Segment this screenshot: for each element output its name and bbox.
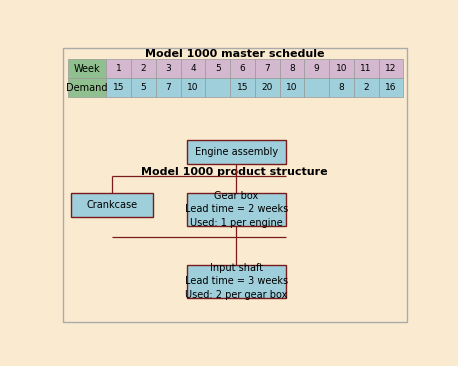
Text: Demand: Demand: [66, 83, 108, 93]
Text: 10: 10: [187, 83, 199, 92]
FancyBboxPatch shape: [71, 193, 153, 217]
FancyBboxPatch shape: [63, 48, 407, 321]
Text: 9: 9: [314, 64, 320, 73]
Text: Week: Week: [74, 64, 100, 74]
Text: 10: 10: [286, 83, 298, 92]
Text: 8: 8: [338, 83, 344, 92]
Text: 15: 15: [113, 83, 125, 92]
FancyBboxPatch shape: [180, 59, 205, 78]
FancyBboxPatch shape: [329, 59, 354, 78]
FancyBboxPatch shape: [304, 78, 329, 97]
FancyBboxPatch shape: [379, 78, 403, 97]
FancyBboxPatch shape: [187, 265, 286, 298]
Text: 7: 7: [165, 83, 171, 92]
FancyBboxPatch shape: [131, 78, 156, 97]
Text: 15: 15: [237, 83, 248, 92]
FancyBboxPatch shape: [354, 59, 379, 78]
FancyBboxPatch shape: [187, 140, 286, 164]
Text: Engine assembly: Engine assembly: [195, 147, 278, 157]
FancyBboxPatch shape: [131, 59, 156, 78]
FancyBboxPatch shape: [187, 193, 286, 226]
Text: 8: 8: [289, 64, 295, 73]
FancyBboxPatch shape: [106, 59, 131, 78]
Text: 1: 1: [116, 64, 121, 73]
Text: 5: 5: [141, 83, 146, 92]
FancyBboxPatch shape: [304, 59, 329, 78]
Text: 3: 3: [165, 64, 171, 73]
Text: 12: 12: [385, 64, 397, 73]
Text: 10: 10: [336, 64, 347, 73]
FancyBboxPatch shape: [329, 78, 354, 97]
FancyBboxPatch shape: [279, 59, 304, 78]
Text: Gear box
Lead time = 2 weeks
Used: 1 per engine: Gear box Lead time = 2 weeks Used: 1 per…: [185, 191, 288, 228]
Text: Input shaft
Lead time = 3 weeks
Used: 2 per gear box: Input shaft Lead time = 3 weeks Used: 2 …: [185, 263, 288, 299]
Text: Model 1000 product structure: Model 1000 product structure: [142, 167, 328, 177]
Text: 2: 2: [363, 83, 369, 92]
Text: 4: 4: [190, 64, 196, 73]
Text: 5: 5: [215, 64, 221, 73]
FancyBboxPatch shape: [354, 78, 379, 97]
FancyBboxPatch shape: [379, 59, 403, 78]
FancyBboxPatch shape: [205, 78, 230, 97]
Text: 2: 2: [141, 64, 146, 73]
FancyBboxPatch shape: [106, 78, 131, 97]
Text: 11: 11: [360, 64, 372, 73]
FancyBboxPatch shape: [205, 59, 230, 78]
Text: 20: 20: [262, 83, 273, 92]
FancyBboxPatch shape: [255, 78, 279, 97]
Text: 7: 7: [264, 64, 270, 73]
FancyBboxPatch shape: [180, 78, 205, 97]
FancyBboxPatch shape: [279, 78, 304, 97]
Text: Crankcase: Crankcase: [87, 200, 138, 210]
FancyBboxPatch shape: [255, 59, 279, 78]
FancyBboxPatch shape: [156, 78, 180, 97]
FancyBboxPatch shape: [68, 78, 106, 97]
FancyBboxPatch shape: [156, 59, 180, 78]
Text: Model 1000 master schedule: Model 1000 master schedule: [145, 49, 324, 59]
FancyBboxPatch shape: [68, 59, 106, 78]
Text: 16: 16: [385, 83, 397, 92]
Text: 6: 6: [240, 64, 245, 73]
FancyBboxPatch shape: [230, 78, 255, 97]
FancyBboxPatch shape: [230, 59, 255, 78]
